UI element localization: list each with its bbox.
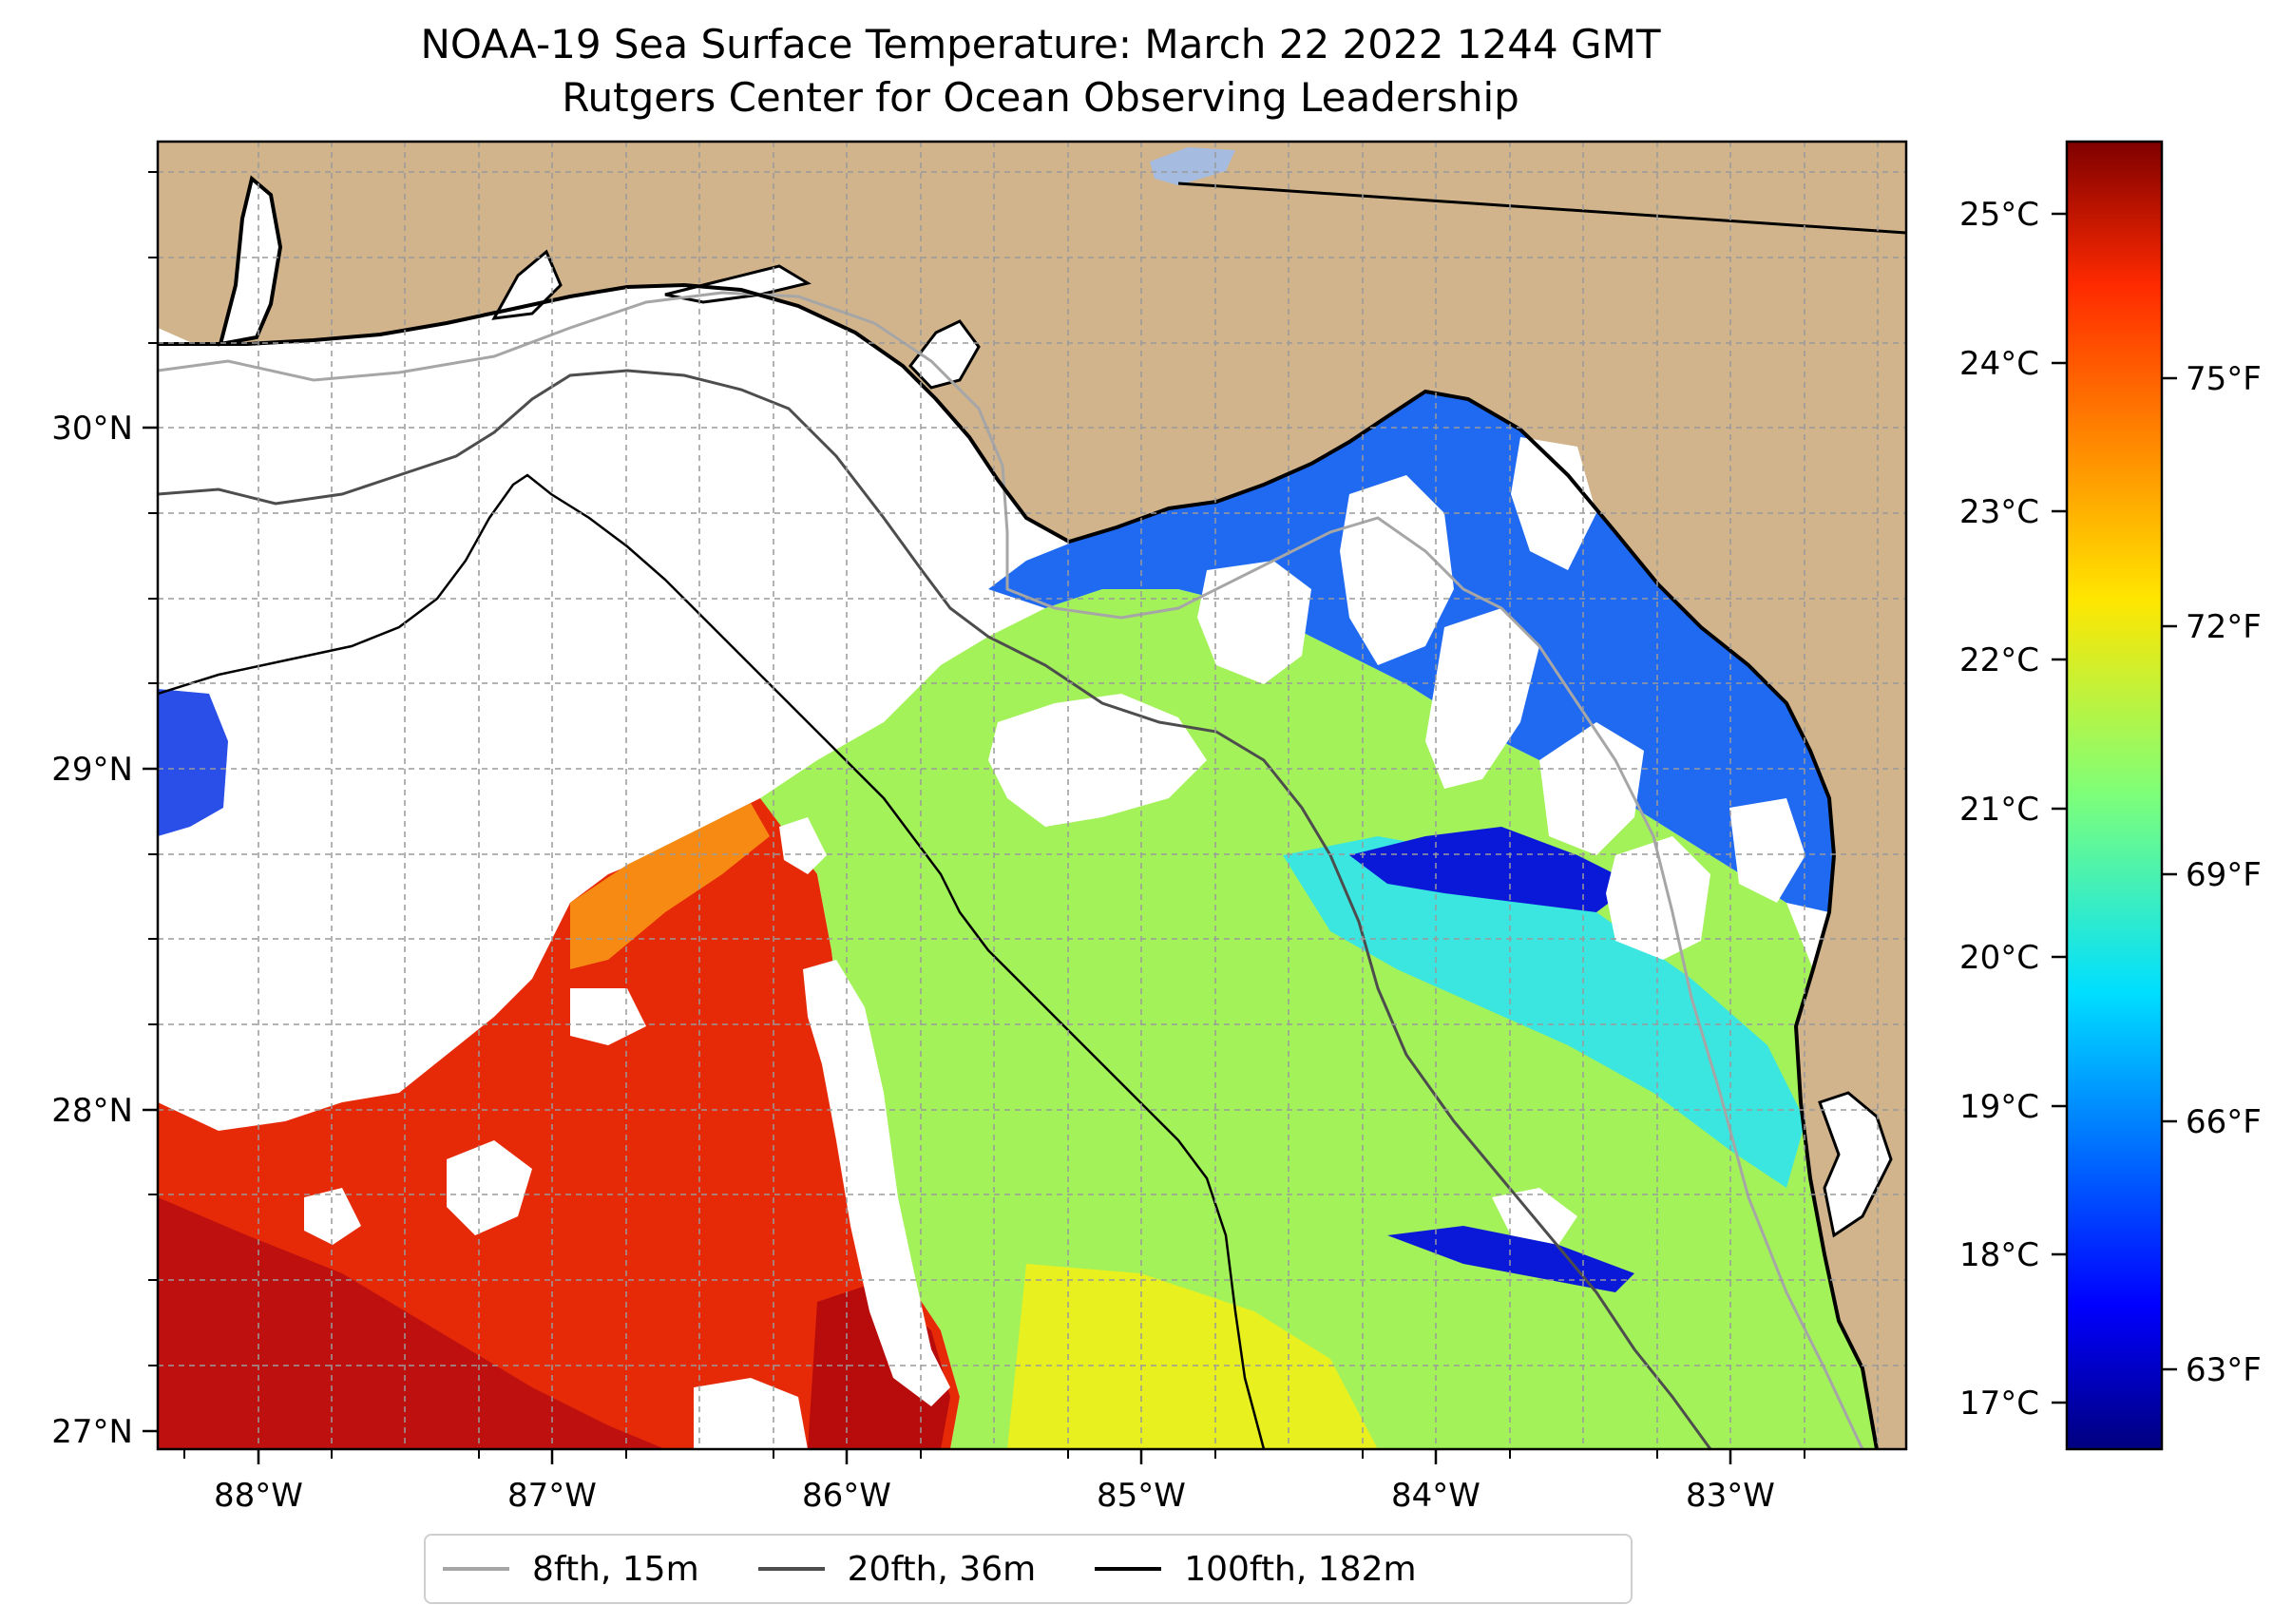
tampa-bay [1818,1091,1893,1238]
lat-tick-label: 27°N [51,1413,133,1451]
cloud-mask [304,1188,361,1245]
sst-hot-core [158,1197,665,1449]
cloud-mask [803,960,950,1406]
land-mass [158,142,1906,1449]
colorbar-celsius-label: 22°C [1959,641,2039,679]
graticule [158,142,1906,1449]
colorbar-celsius-label: 17°C [1959,1385,2039,1423]
sst-deep-blue-patch [1349,827,1634,912]
sst-orange-ridge [570,803,770,969]
legend-label: 8fth, 15m [532,1549,699,1589]
cloud-mask [1539,722,1644,855]
colorbar-celsius-label: 24°C [1959,345,2039,383]
lat-tick-label: 29°N [51,751,133,789]
colorbar-celsius-label: 21°C [1959,791,2039,829]
legend-label: 20fth, 36m [847,1549,1037,1589]
colorbar: 25°C 24°C 23°C 22°C 21°C 20°C 19°C 18°C … [1959,140,2262,1451]
legend-item-15m: 8fth, 15m [443,1550,699,1589]
mobile-bay [218,175,283,347]
cloud-mask [779,817,827,874]
lat-tick-label: 28°N [51,1092,133,1130]
major-ticks [143,426,1732,1464]
cloud-mask [694,1378,808,1449]
choctawhatchee-bay [664,264,812,304]
colorbar-fahrenheit-label: 63°F [2186,1351,2262,1389]
contour-182m [158,473,1266,1449]
legend-item-182m: 100fth, 182m [1095,1549,1417,1589]
colorbar-gradient [2065,140,2164,1451]
map-area [158,142,1906,1449]
cloud-mask [1606,836,1710,960]
lon-tick-label: 88°W [214,1477,303,1515]
lon-tick-label: 84°W [1391,1477,1480,1515]
minor-ticks [148,171,1805,1459]
legend-label: 100fth, 182m [1184,1549,1417,1589]
apalachicola-bay [908,319,981,390]
cloud-mask [1425,608,1539,789]
cloud-mask [570,988,646,1045]
legend-line-icon [1095,1567,1162,1571]
legend-item-36m: 20fth, 36m [757,1549,1037,1589]
map-frame [156,140,1908,1451]
lon-tick-label: 83°W [1686,1477,1775,1515]
state-boundary [1177,182,1906,235]
colorbar-fahrenheit-label: 66°F [2186,1103,2262,1141]
cloud-mask [1729,798,1805,903]
legend-line-icon [757,1567,825,1571]
chart-subtitle: Rutgers Center for Ocean Observing Leade… [562,74,1519,121]
cloud-mask [1197,561,1311,684]
lon-tick-label: 87°W [507,1477,597,1515]
coastline [158,282,1879,1449]
colorbar-celsius-label: 23°C [1959,493,2039,531]
cloud-mask [1340,475,1454,665]
lon-tick-label: 85°W [1097,1477,1186,1515]
colorbar-celsius-label: 18°C [1959,1236,2039,1274]
sst-cyan-band [1283,836,1805,1188]
colorbar-celsius-label: 20°C [1959,939,2039,977]
lon-tick-label: 86°W [802,1477,891,1515]
contour-15m [158,291,1864,1449]
colorbar-fahrenheit-label: 75°F [2186,360,2262,398]
cloud-mask [1511,437,1596,570]
sst-yellow-south [1007,1264,1378,1449]
cloud-mask [447,1140,532,1235]
contour-legend: 8fth, 15m 20fth, 36m 100fth, 182m [424,1534,1633,1604]
lake-seminole [1150,147,1235,185]
colorbar-fahrenheit-label: 72°F [2186,608,2262,646]
colorbar-fahrenheit-label: 69°F [2186,856,2262,894]
sst-cool-patch-west [158,689,228,836]
cloud-mask [988,694,1207,827]
legend-line-icon [443,1567,509,1571]
lat-tick-label: 30°N [51,410,133,448]
sst-deep-blue-patch-2 [1387,1226,1634,1292]
colorbar-celsius-label: 25°C [1959,196,2039,234]
chart-title: NOAA-19 Sea Surface Temperature: March 2… [420,21,1661,67]
colorbar-celsius-label: 19°C [1959,1088,2039,1126]
contour-36m [158,369,1712,1449]
